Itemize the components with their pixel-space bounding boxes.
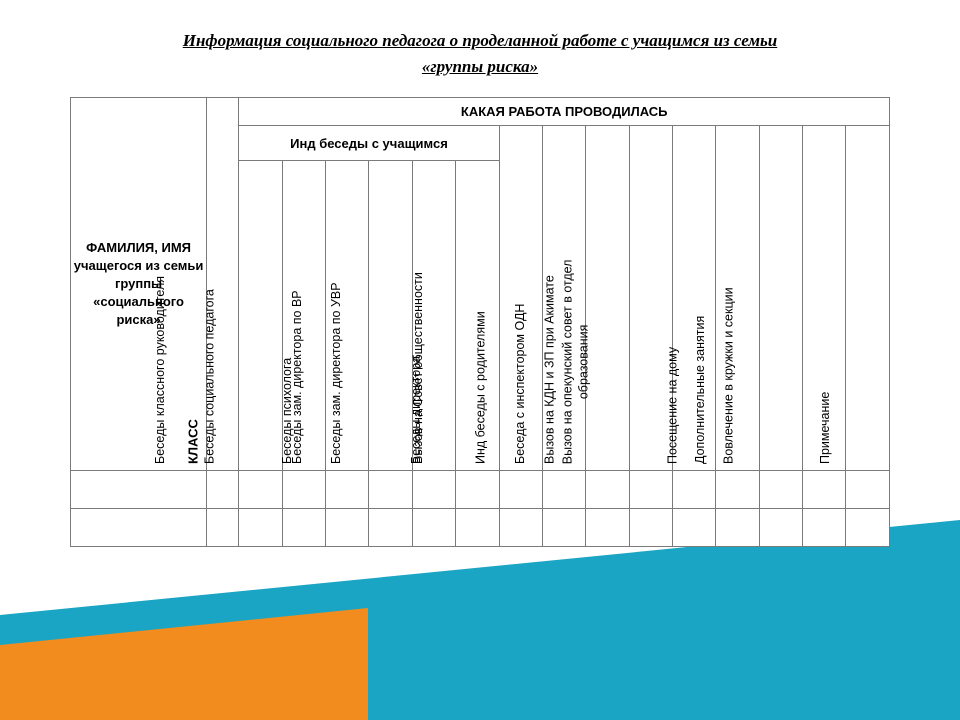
col-ind-3: Беседы зам. директора по ВР xyxy=(369,161,412,471)
col-ind-0: Беседы классного руководителя xyxy=(239,161,282,471)
header-main: КАКАЯ РАБОТА ПРОВОДИЛАСЬ xyxy=(239,98,890,126)
col-other-6: Дополнительные занятия xyxy=(759,126,802,471)
col-other-8: Примечание xyxy=(846,126,890,471)
title-line2: «группы риска» xyxy=(422,57,538,76)
background-shape xyxy=(0,520,960,720)
title-line1: Информация социального педагога о продел… xyxy=(183,31,777,50)
col-name: ФАМИЛИЯ, ИМЯ учащегося из семьи группы «… xyxy=(71,98,207,471)
col-other-2: Беседа с инспектором ОДН xyxy=(586,126,629,471)
page-content: Информация социального педагога о продел… xyxy=(0,0,960,547)
report-table: ФАМИЛИЯ, ИМЯ учащегося из семьи группы «… xyxy=(70,97,890,547)
table-row xyxy=(71,471,890,509)
page-title: Информация социального педагога о продел… xyxy=(70,28,890,79)
header-ind: Инд беседы с учащимся xyxy=(239,126,499,161)
table-row xyxy=(71,509,890,547)
col-ind-5: Беседы директора xyxy=(456,161,499,471)
